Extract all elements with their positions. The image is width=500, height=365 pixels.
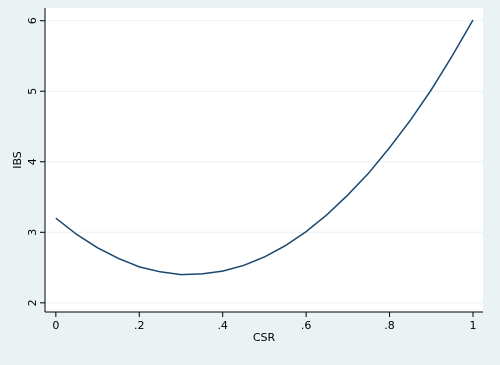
x-tick-label: .4 [217,319,228,332]
x-tick-label: .2 [134,319,145,332]
y-tick-label: 6 [26,17,39,24]
y-axis-title: IBS [11,151,24,169]
y-tick-label: 2 [26,299,39,306]
plot-region [45,8,483,312]
line [55,19,474,276]
x-tick-label: .8 [384,319,395,332]
x-tick-label: 0 [52,319,59,332]
y-tick-label: 4 [26,158,39,165]
y-tick-label: 3 [26,229,39,236]
y-tick-label: 5 [26,88,39,95]
x-tick-label: .6 [301,319,312,332]
x-tick-label: 1 [469,319,476,332]
x-axis-title: CSR [253,331,276,344]
